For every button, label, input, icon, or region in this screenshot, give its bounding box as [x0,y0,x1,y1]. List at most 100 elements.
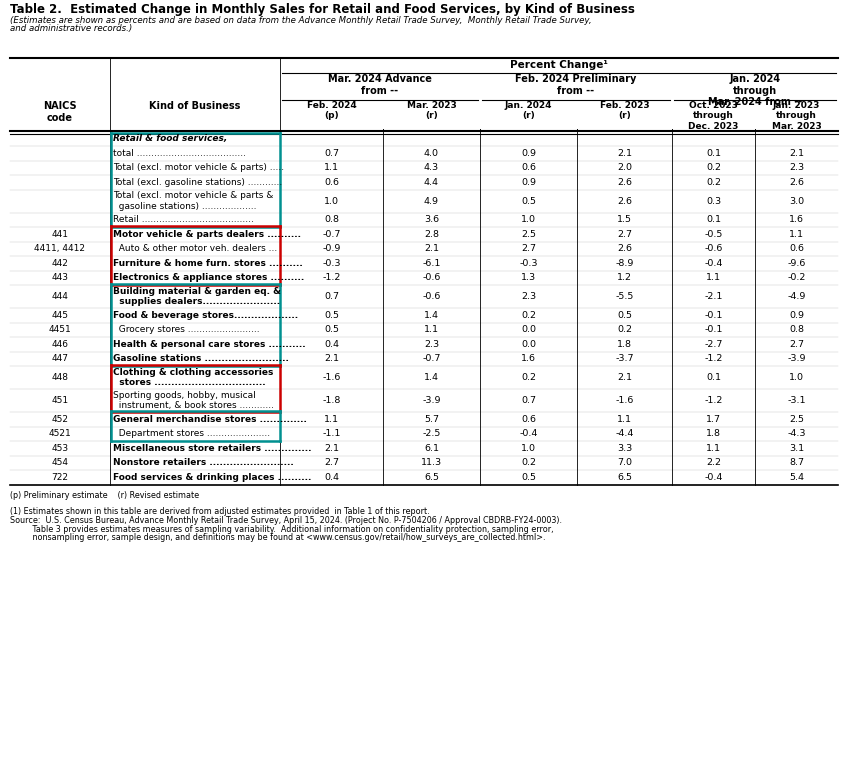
Text: 1.8: 1.8 [617,340,632,348]
Text: 3.3: 3.3 [616,444,632,452]
Text: 1.1: 1.1 [424,325,439,334]
Text: 5.4: 5.4 [789,473,804,482]
Text: Electronics & appliance stores ..........: Electronics & appliance stores .........… [113,273,304,282]
Text: 5.7: 5.7 [424,414,439,424]
Text: 0.2: 0.2 [706,178,721,187]
Text: 0.7: 0.7 [324,149,339,158]
Text: 446: 446 [52,340,69,348]
Text: 1.1: 1.1 [324,163,339,172]
Text: 1.0: 1.0 [521,444,536,452]
Text: Oct. 2023
through
Dec. 2023: Oct. 2023 through Dec. 2023 [689,101,739,131]
Text: 1.4: 1.4 [424,373,439,382]
Text: 2.8: 2.8 [424,230,439,239]
Text: -3.7: -3.7 [616,355,633,363]
Text: 6.5: 6.5 [617,473,632,482]
Text: -0.5: -0.5 [705,230,722,239]
Text: 445: 445 [52,310,69,320]
Text: 1.3: 1.3 [521,273,536,282]
Text: 2.7: 2.7 [324,459,339,467]
Text: 6.5: 6.5 [424,473,439,482]
Text: Building material & garden eq. &
  supplies dealers.......................: Building material & garden eq. & supplie… [113,287,281,307]
Text: 453: 453 [52,444,69,452]
Text: 0.0: 0.0 [521,325,536,334]
Text: 0.4: 0.4 [324,473,339,482]
Text: 0.5: 0.5 [324,310,339,320]
Text: -1.6: -1.6 [616,396,633,405]
Text: 2.7: 2.7 [521,244,536,253]
Text: -0.1: -0.1 [705,310,722,320]
Text: 4521: 4521 [48,429,71,438]
Text: Jan. 2023
through
Mar. 2023: Jan. 2023 through Mar. 2023 [772,101,822,131]
Text: total ......................................: total ..................................… [113,149,246,158]
Text: 444: 444 [52,292,69,301]
Text: -0.6: -0.6 [705,244,722,253]
Text: 1.0: 1.0 [521,215,536,224]
Text: -4.4: -4.4 [616,429,633,438]
Text: nonsampling error, sample design, and definitions may be found at <www.census.go: nonsampling error, sample design, and de… [10,533,545,542]
Text: 1.6: 1.6 [789,215,804,224]
Text: -3.9: -3.9 [787,355,806,363]
Text: 1.0: 1.0 [789,373,804,382]
Text: 1.5: 1.5 [617,215,632,224]
Text: -6.1: -6.1 [422,258,441,268]
Text: Furniture & home furn. stores ..........: Furniture & home furn. stores .......... [113,258,303,268]
Text: 2.7: 2.7 [789,340,804,348]
Text: Mar. 2023
(r): Mar. 2023 (r) [407,101,456,120]
Text: 0.9: 0.9 [789,310,804,320]
Text: 2.0: 2.0 [617,163,632,172]
Text: Department stores ......................: Department stores ...................... [113,429,271,438]
Text: 2.6: 2.6 [617,244,632,253]
Text: -2.1: -2.1 [705,292,722,301]
Text: -0.6: -0.6 [422,292,441,301]
Text: 1.1: 1.1 [706,273,721,282]
Text: 442: 442 [52,258,69,268]
Text: Gasoline stations .........................: Gasoline stations ......................… [113,355,289,363]
Text: 0.6: 0.6 [521,414,536,424]
Text: 443: 443 [52,273,69,282]
Text: 4411, 4412: 4411, 4412 [35,244,86,253]
Text: 0.6: 0.6 [324,178,339,187]
Text: 441: 441 [52,230,69,239]
Text: -3.9: -3.9 [422,396,441,405]
Text: 3.6: 3.6 [424,215,439,224]
Text: Jan. 2024
through
Mar. 2024 from --: Jan. 2024 through Mar. 2024 from -- [708,74,802,107]
Text: Retail & food services,: Retail & food services, [113,134,227,144]
Text: 452: 452 [52,414,69,424]
Text: -4.3: -4.3 [787,429,806,438]
Text: -4.9: -4.9 [787,292,806,301]
Text: -9.6: -9.6 [787,258,806,268]
Text: 0.1: 0.1 [706,215,721,224]
Text: -0.6: -0.6 [422,273,441,282]
Text: Source:  U.S. Census Bureau, Advance Monthly Retail Trade Survey, April 15, 2024: Source: U.S. Census Bureau, Advance Mont… [10,516,562,525]
Text: 448: 448 [52,373,69,382]
Text: 2.1: 2.1 [324,444,339,452]
Text: Sporting goods, hobby, musical
  instrument, & book stores ............: Sporting goods, hobby, musical instrumen… [113,391,274,411]
Text: 0.6: 0.6 [789,244,804,253]
Text: 454: 454 [52,459,69,467]
Text: -0.3: -0.3 [519,258,538,268]
Text: NAICS
code: NAICS code [43,101,77,123]
Text: -0.7: -0.7 [322,230,341,239]
Text: 2.6: 2.6 [617,196,632,206]
Text: 0.7: 0.7 [521,396,536,405]
Text: -0.2: -0.2 [787,273,806,282]
Text: 2.3: 2.3 [521,292,536,301]
Text: Jan. 2024
(r): Jan. 2024 (r) [505,101,552,120]
Text: and administrative records.): and administrative records.) [10,24,132,33]
Text: 0.0: 0.0 [521,340,536,348]
Text: Nonstore retailers .........................: Nonstore retailers .....................… [113,459,293,467]
Text: Table 2.  Estimated Change in Monthly Sales for Retail and Food Services, by Kin: Table 2. Estimated Change in Monthly Sal… [10,3,635,16]
Text: 0.5: 0.5 [617,310,632,320]
Text: 2.1: 2.1 [324,355,339,363]
Text: 4.0: 4.0 [424,149,439,158]
Text: -5.5: -5.5 [616,292,633,301]
Text: 0.8: 0.8 [789,325,804,334]
Text: 0.9: 0.9 [521,149,536,158]
Text: Kind of Business: Kind of Business [149,101,241,111]
Text: 2.1: 2.1 [424,244,439,253]
Text: 4.4: 4.4 [424,178,439,187]
Text: General merchandise stores ..............: General merchandise stores .............… [113,414,307,424]
Text: 0.2: 0.2 [521,310,536,320]
Text: 0.5: 0.5 [521,196,536,206]
Text: Food & beverage stores...................: Food & beverage stores..................… [113,310,298,320]
